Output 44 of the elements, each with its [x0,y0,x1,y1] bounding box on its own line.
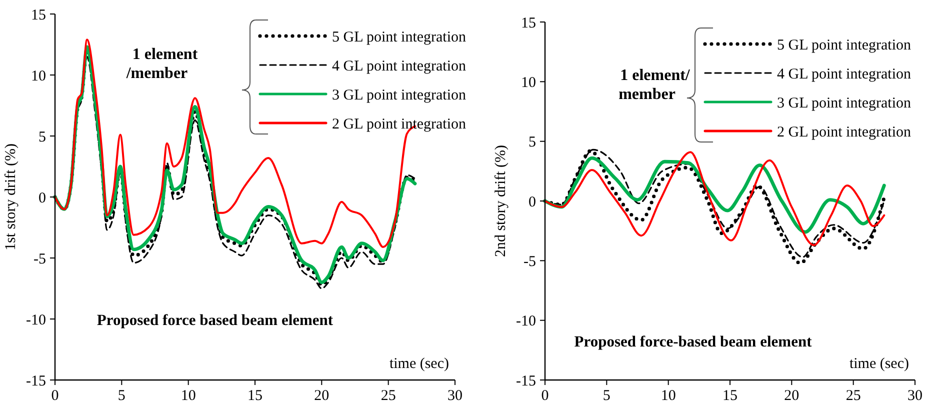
annotation: Proposed force based beam element [96,312,334,329]
annotation: 1 element/ member [618,67,690,103]
x-tick-label: 20 [784,388,800,404]
x-tick-label: 0 [541,388,549,404]
legend-label: 2 GL point integration [777,124,912,140]
x-tick-label: 0 [51,388,59,404]
y-tick-label: -10 [516,314,536,330]
legend-label: 2 GL point integration [332,116,467,132]
y-tick-label: -5 [34,251,46,268]
legend-label: 5 GL point integration [777,37,912,54]
x-tick-label: 20 [314,388,330,404]
legend-label: 4 GL point integration [777,66,912,82]
annotation: 1 element /member [125,46,198,82]
x-tick-label: 10 [660,388,676,404]
annotation: Proposed force-based beam element [574,333,813,350]
y-tick-label: 0 [38,190,46,206]
x-tick-label: 30 [908,388,922,404]
y-tick-label: -15 [26,373,46,390]
y-tick-label: 10 [31,68,46,84]
y-tick-label: -15 [516,373,536,390]
x-tick-label: 15 [248,388,262,404]
x-tick-label: 25 [846,388,861,404]
y-axis-title: 2nd story drift (%) [493,144,509,258]
y-tick-label: -10 [26,312,46,328]
legend-label: 5 GL point integration [332,29,467,46]
x-tick-label: 25 [380,388,396,404]
x-tick-label: 30 [448,388,462,404]
y-tick-label: -5 [524,254,536,270]
legend-label: 4 GL point integration [332,58,467,74]
y-axis-title: 1st story drift (%) [3,143,19,251]
legend-label: 3 GL point integration [332,87,467,104]
x-axis-title: time (sec) [389,356,449,372]
y-tick-label: 5 [528,134,536,151]
x-tick-label: 10 [180,388,196,404]
y-tick-label: 10 [521,74,536,91]
y-tick-label: 15 [521,15,536,32]
x-tick-label: 5 [602,388,610,404]
x-axis-title: time (sec) [849,356,909,372]
x-tick-label: 15 [722,388,738,404]
x-tick-label: 5 [118,388,126,404]
y-tick-label: 15 [31,7,46,24]
y-tick-label: 0 [528,194,536,210]
y-tick-label: 5 [38,129,46,146]
legend-label: 3 GL point integration [777,95,912,112]
